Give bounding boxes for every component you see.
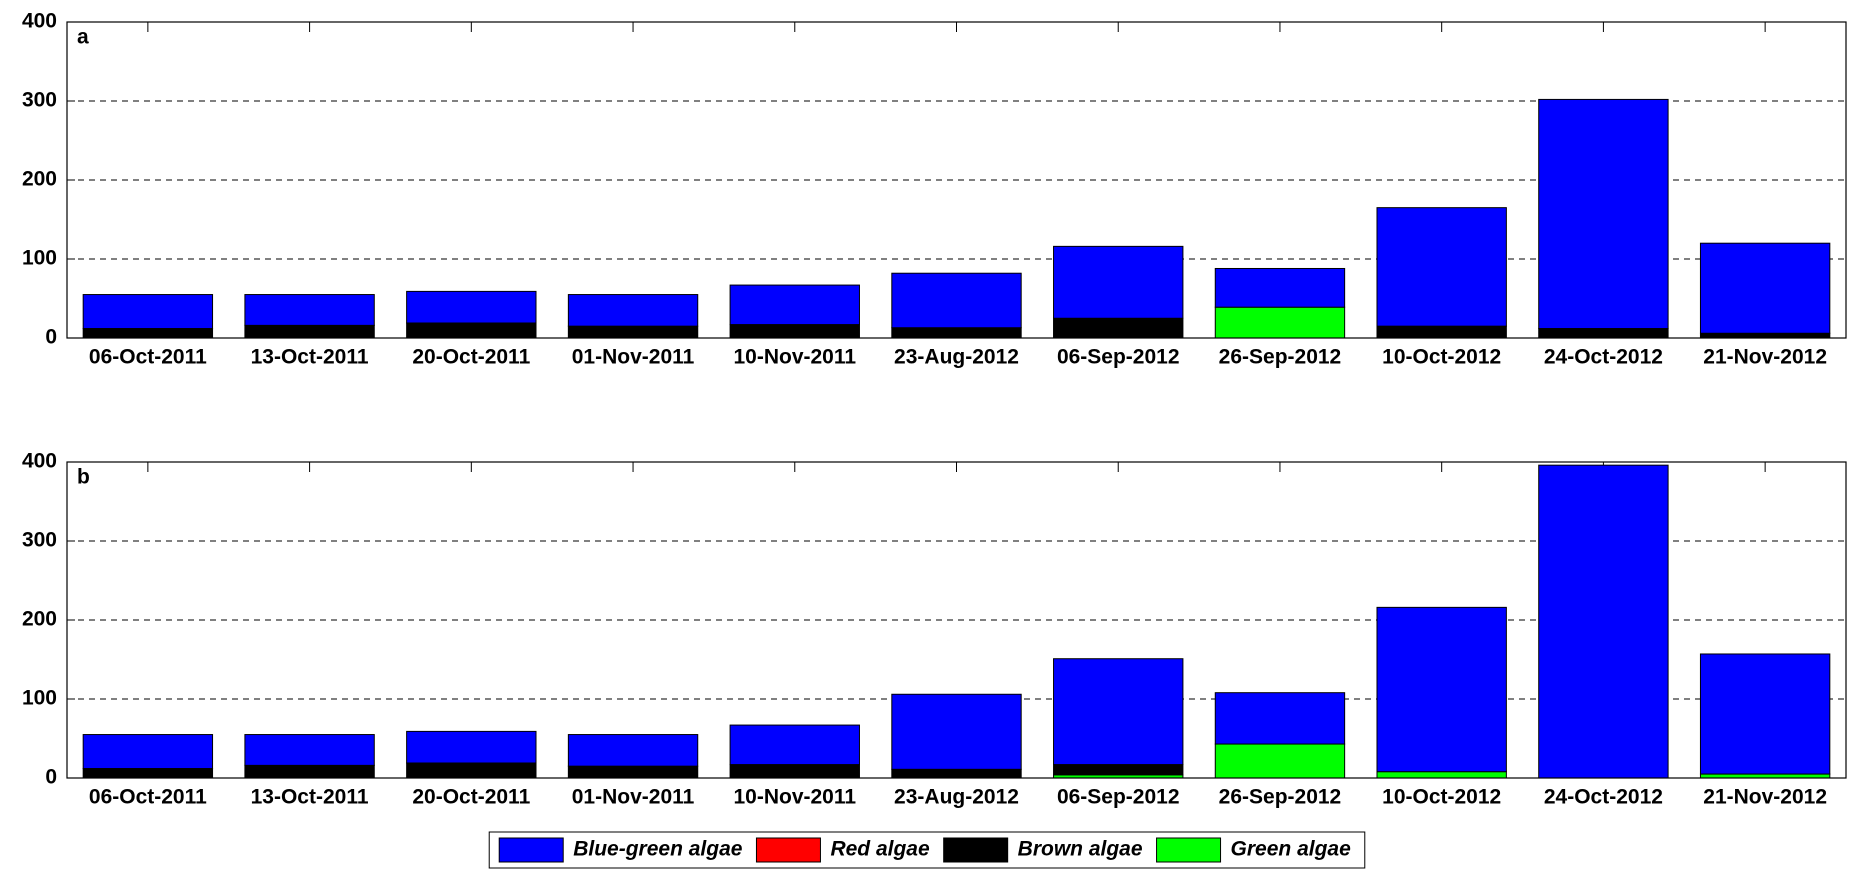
x-tick-label: 06-Oct-2011 xyxy=(89,786,207,809)
bar-segment xyxy=(82,768,214,779)
bar-segment xyxy=(1053,658,1184,766)
bar-segment xyxy=(891,693,1022,770)
bar-segment xyxy=(1538,98,1669,330)
legend-swatch xyxy=(943,837,1009,863)
bar-segment xyxy=(1053,245,1184,319)
legend-swatch xyxy=(498,837,564,863)
bar-segment xyxy=(244,294,375,326)
y-tick-label: 0 xyxy=(45,326,57,349)
bar-segment xyxy=(244,764,375,779)
y-tick-label: 200 xyxy=(22,608,57,631)
x-tick-label: 13-Oct-2011 xyxy=(251,346,369,369)
bar-segment xyxy=(567,734,699,767)
y-tick-label: 300 xyxy=(22,89,57,112)
x-tick-label: 20-Oct-2011 xyxy=(412,346,530,369)
bar-segment xyxy=(1376,606,1507,773)
x-tick-label: 06-Oct-2011 xyxy=(89,346,207,369)
bar-segment xyxy=(1699,332,1831,339)
bar-segment xyxy=(891,768,1022,779)
x-tick-label: 13-Oct-2011 xyxy=(251,786,369,809)
bar-segment xyxy=(567,765,699,779)
x-tick-label: 06-Sep-2012 xyxy=(1057,786,1180,809)
bar-segment xyxy=(1376,325,1507,339)
bar-segment xyxy=(1053,764,1184,776)
legend-label: Brown algae xyxy=(1018,838,1143,861)
x-tick-label: 10-Nov-2011 xyxy=(733,346,856,369)
bar-segment xyxy=(82,328,214,339)
bar-segment xyxy=(1376,207,1507,327)
y-tick-label: 200 xyxy=(22,168,57,191)
y-tick-label: 400 xyxy=(22,10,57,33)
x-tick-label: 01-Nov-2011 xyxy=(572,346,695,369)
legend-label: Green algae xyxy=(1231,838,1352,861)
bar-segment xyxy=(1214,306,1346,339)
bar-segment xyxy=(1538,328,1669,339)
x-tick-label: 21-Nov-2012 xyxy=(1703,346,1827,369)
y-tick-label: 0 xyxy=(45,766,57,789)
x-tick-label: 01-Nov-2011 xyxy=(572,786,695,809)
x-tick-label: 06-Sep-2012 xyxy=(1057,346,1180,369)
y-tick-label: 100 xyxy=(22,247,57,270)
panel-label: a xyxy=(77,26,89,49)
bar-segment xyxy=(1699,653,1831,775)
bar-segment xyxy=(729,724,860,766)
x-tick-label: 26-Sep-2012 xyxy=(1219,346,1342,369)
bar-segment xyxy=(1699,242,1831,334)
x-tick-label: 10-Oct-2012 xyxy=(1382,346,1501,369)
x-tick-label: 24-Oct-2012 xyxy=(1544,786,1663,809)
y-tick-label: 400 xyxy=(22,450,57,473)
bar-segment xyxy=(82,734,214,770)
x-tick-label: 23-Aug-2012 xyxy=(894,346,1019,369)
bar-segment xyxy=(406,730,537,764)
bar-segment xyxy=(1376,771,1507,779)
x-tick-label: 21-Nov-2012 xyxy=(1703,786,1827,809)
legend-swatch xyxy=(755,837,821,863)
bar-segment xyxy=(244,324,375,339)
bar-segment xyxy=(1053,317,1184,339)
x-tick-label: 24-Oct-2012 xyxy=(1544,346,1663,369)
panel-label: b xyxy=(77,466,90,489)
bar-segment xyxy=(406,322,537,339)
x-tick-label: 20-Oct-2011 xyxy=(412,786,530,809)
legend-swatch xyxy=(1156,837,1222,863)
bar-segment xyxy=(1538,464,1669,779)
bar-segment xyxy=(567,294,699,327)
bar-segment xyxy=(891,272,1022,329)
legend-label: Blue-green algae xyxy=(573,838,743,861)
bar-segment xyxy=(1214,692,1346,745)
bar-segment xyxy=(406,290,537,324)
y-tick-label: 300 xyxy=(22,529,57,552)
x-tick-label: 10-Nov-2011 xyxy=(733,786,856,809)
bar-segment xyxy=(1214,267,1346,308)
bar-segment xyxy=(729,764,860,779)
bar-segment xyxy=(891,327,1022,339)
axes-box xyxy=(66,461,1847,779)
bar-segment xyxy=(406,762,537,779)
bar-segment xyxy=(1214,743,1346,779)
bar-segment xyxy=(729,284,860,326)
bar-segment xyxy=(729,324,860,339)
bar-segment xyxy=(244,734,375,766)
x-tick-label: 23-Aug-2012 xyxy=(894,786,1019,809)
x-tick-label: 10-Oct-2012 xyxy=(1382,786,1501,809)
bar-segment xyxy=(567,325,699,339)
bar-segment xyxy=(82,294,214,330)
y-tick-label: 100 xyxy=(22,687,57,710)
x-tick-label: 26-Sep-2012 xyxy=(1219,786,1342,809)
legend-label: Red algae xyxy=(830,838,930,861)
axes-box xyxy=(66,21,1847,339)
